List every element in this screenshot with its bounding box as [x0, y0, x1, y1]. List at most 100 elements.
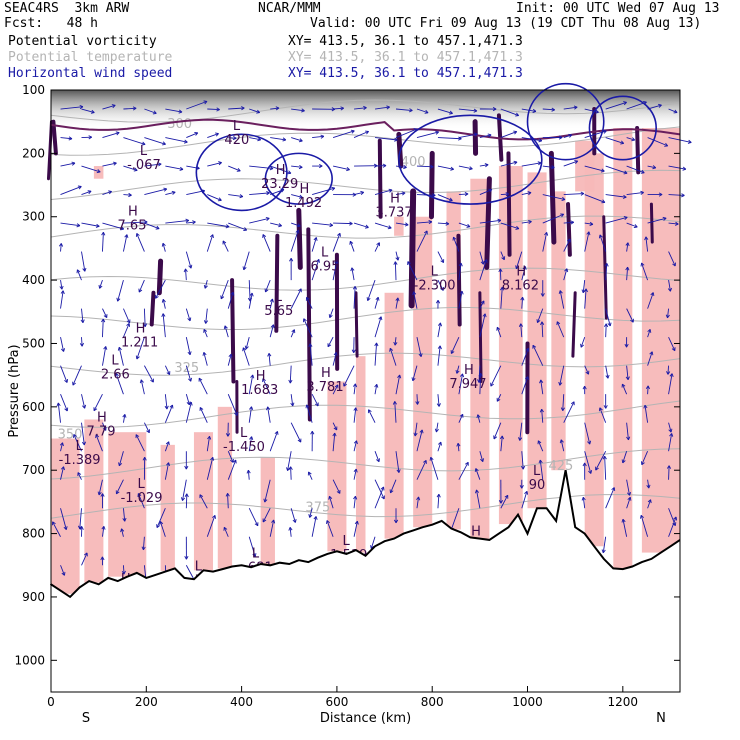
wind-vector-447 — [52, 521, 61, 537]
wind-vector-head-403 — [336, 489, 341, 494]
wind-vector-head-81 — [513, 160, 518, 165]
wind-vector-153 — [122, 234, 128, 252]
wind-vector-head-134 — [364, 224, 369, 229]
wind-vector-359 — [668, 422, 672, 433]
wind-vector-333 — [122, 414, 126, 423]
wind-vector-head-325 — [582, 385, 587, 390]
wind-vector-head-140 — [497, 218, 502, 223]
wind-vector-head-409 — [465, 461, 469, 466]
wind-vector-310 — [262, 378, 271, 395]
wind-vector-head-112 — [527, 191, 532, 196]
extremum-value-18: -1.029 — [121, 491, 163, 506]
wind-vector-head-144 — [570, 220, 575, 225]
legend-theta-xy: XY= 413.5, 36.1 to 457.1,471.3 — [288, 50, 523, 65]
wind-speed-fill-9 — [384, 292, 404, 539]
wind-vector-349 — [458, 414, 464, 423]
wind-vector-head-305 — [164, 405, 169, 410]
wind-vector-head-293 — [532, 344, 537, 349]
wind-vector-head-2 — [111, 104, 116, 109]
wind-vector-head-464 — [621, 518, 626, 523]
wind-vector-head-284 — [343, 382, 347, 387]
wind-vector-head-26 — [623, 101, 627, 106]
wind-vector-213 — [123, 308, 131, 324]
wind-vector-218 — [227, 291, 234, 309]
wind-vector-313 — [332, 384, 339, 395]
extremum-type-14: H — [464, 363, 474, 378]
wind-vector-head-355 — [587, 440, 592, 445]
wind-vector-head-78 — [450, 166, 454, 171]
wind-vector-462 — [370, 536, 376, 549]
wind-vector-199 — [458, 262, 462, 281]
wind-vector-head-222 — [305, 296, 310, 301]
wind-vector-head-30 — [68, 136, 73, 141]
wind-vector-281 — [289, 365, 292, 384]
wind-speed-contour-2 — [398, 114, 543, 205]
wind-vector-head-130 — [278, 223, 282, 228]
wind-vector-head-319 — [460, 373, 465, 378]
wind-vector-head-18 — [449, 110, 453, 115]
wind-vector-357 — [626, 422, 629, 440]
wind-vector-head-321 — [496, 397, 501, 402]
wind-vector-229 — [458, 291, 463, 309]
wind-vector-5 — [165, 108, 183, 113]
wind-vector-head-137 — [428, 219, 433, 225]
wind-vector-head-51 — [513, 130, 518, 135]
legend-pv-xy: XY= 413.5, 36.1 to 457.1,471.3 — [288, 34, 523, 49]
wind-vector-head-128 — [243, 227, 248, 232]
wind-vector-head-260 — [482, 313, 487, 318]
wind-vector-220 — [269, 298, 273, 309]
extremum-type-6: L — [321, 246, 329, 261]
wind-vector-304 — [140, 379, 145, 395]
wind-vector-339 — [248, 406, 252, 423]
extremum-type-10: H — [136, 322, 146, 337]
extremum-value-5: 7.65 — [118, 218, 147, 233]
wind-vector-head-32 — [115, 131, 120, 136]
wind-vector-head-77 — [429, 164, 434, 169]
wind-vector-246 — [185, 337, 191, 355]
wind-speed-fill-10 — [413, 216, 433, 528]
wind-vector-222 — [306, 297, 313, 309]
wind-vector-head-279 — [242, 347, 247, 352]
wind-vector-head-468 — [84, 552, 88, 557]
pv-contour-18 — [506, 151, 512, 257]
wind-vector-head-341 — [297, 438, 302, 443]
wind-vector-238 — [647, 292, 654, 309]
wind-vector-375 — [374, 451, 380, 462]
wind-vector-110 — [479, 189, 493, 195]
wind-vector-head-444 — [627, 496, 632, 501]
wind-vector-63 — [123, 165, 138, 171]
wind-vector-head-41 — [298, 138, 303, 143]
wind-vector-370 — [269, 431, 278, 452]
wind-vector-442 — [582, 497, 586, 509]
wind-vector-19 — [458, 108, 478, 112]
wind-vector-115 — [584, 194, 606, 203]
wind-vector-head-225 — [375, 296, 380, 301]
wind-vector-206 — [605, 263, 608, 281]
wind-vector-257 — [416, 337, 422, 357]
wind-vector-149 — [668, 222, 679, 225]
wind-speed-contour-0 — [195, 133, 288, 212]
wind-vector-head-380 — [480, 458, 485, 463]
wind-vector-head-388 — [640, 461, 645, 466]
wind-vector-341 — [290, 422, 302, 443]
wind-vector-232 — [521, 297, 524, 309]
wind-vector-head-314 — [352, 383, 358, 388]
wind-vector-head-382 — [520, 465, 526, 470]
wind-vector-344 — [353, 407, 357, 423]
wind-vector-head-120 — [76, 223, 81, 228]
wind-vector-102 — [312, 187, 335, 195]
wind-vector-head-430 — [292, 519, 297, 523]
wind-vector-head-275 — [166, 371, 171, 376]
extremum-value-8: 8.162 — [502, 279, 539, 294]
wind-vector-285 — [374, 342, 378, 366]
wind-vector-head-287 — [411, 377, 416, 382]
wind-speed-fill-3 — [160, 444, 175, 571]
wind-vector-169 — [453, 236, 460, 252]
wind-vector-106 — [395, 192, 406, 196]
wind-vector-head-246 — [187, 351, 192, 356]
wind-vector-head-190 — [264, 288, 269, 293]
wind-vector-head-177 — [625, 242, 630, 247]
wind-vector-head-107 — [431, 193, 436, 198]
wind-vector-223 — [329, 308, 334, 318]
wind-vector-159 — [243, 251, 250, 270]
